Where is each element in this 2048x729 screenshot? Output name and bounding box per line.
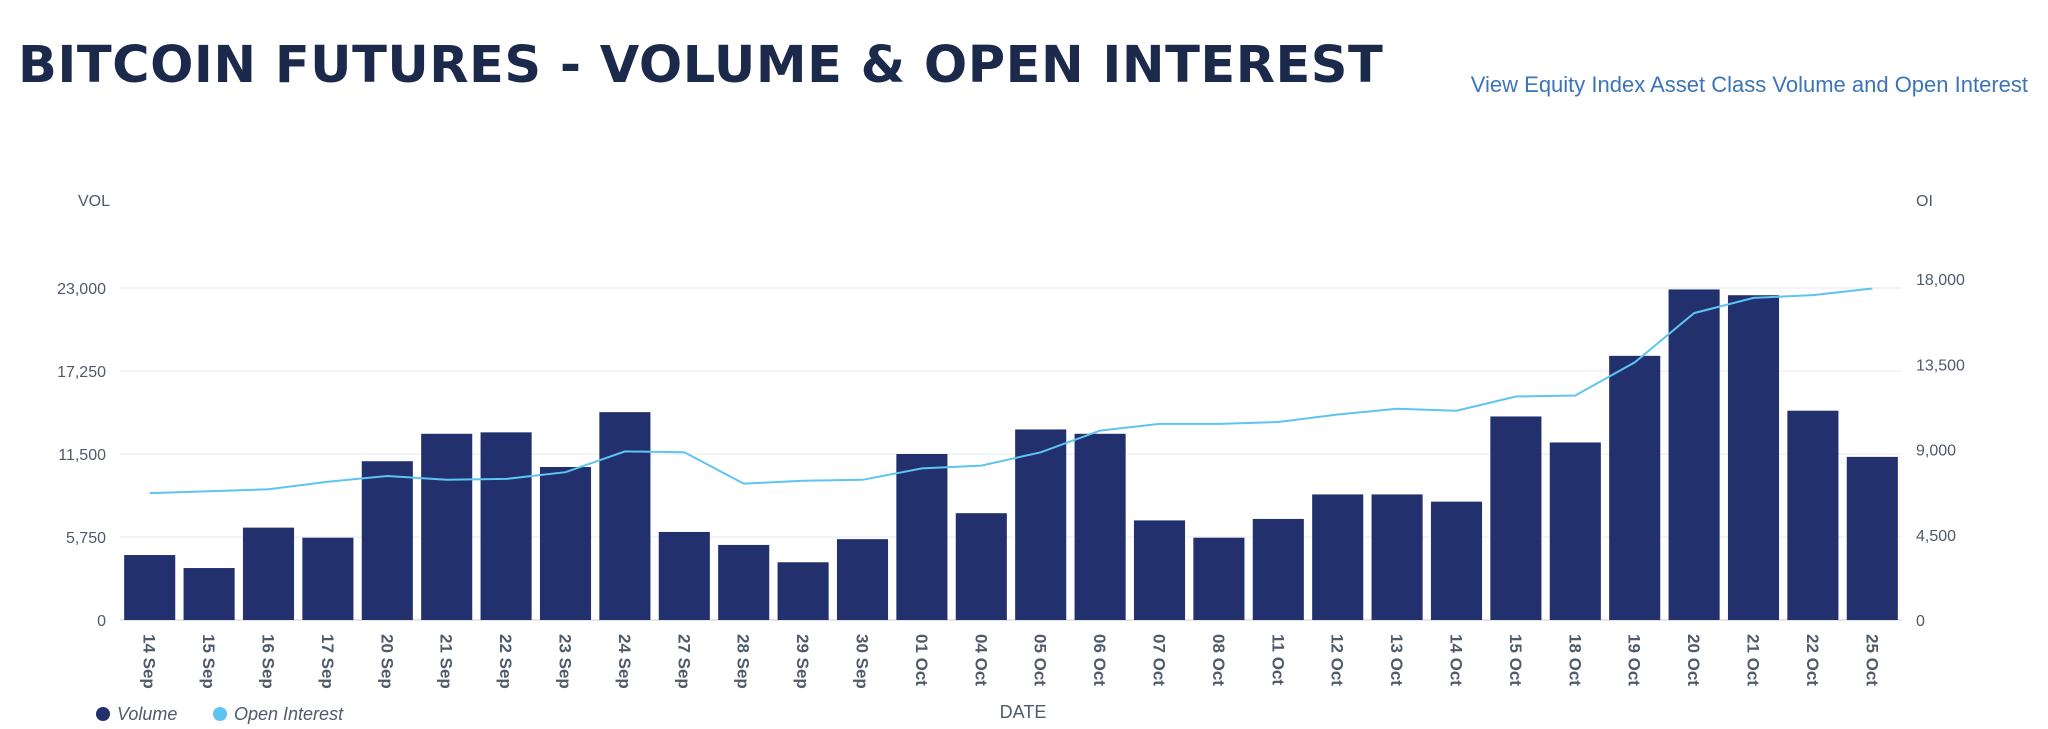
- y-tick-label-left: 0: [97, 613, 106, 630]
- volume-bar: [1846, 456, 1898, 620]
- volume-bar: [1549, 442, 1601, 620]
- x-tick-label: 24 Sep: [615, 634, 634, 689]
- volume-bar: [302, 537, 354, 620]
- volume-bar: [836, 539, 889, 620]
- y-tick-label-right: 9,000: [1916, 443, 1956, 460]
- x-tick-label: 13 Oct: [1387, 634, 1406, 686]
- open-interest-line: [149, 287, 1873, 495]
- x-tick-label: 07 Oct: [1150, 634, 1169, 686]
- volume-bar: [1193, 537, 1245, 620]
- x-tick-label: 15 Oct: [1506, 634, 1525, 686]
- x-tick-label: 14 Sep: [140, 634, 159, 689]
- x-tick-label: 21 Sep: [437, 634, 456, 689]
- volume-bar: [896, 454, 948, 620]
- y-axis-title-left: VOL: [78, 193, 110, 210]
- x-tick-label: 19 Oct: [1625, 634, 1644, 686]
- equity-index-volume-link[interactable]: View Equity Index Asset Class Volume and…: [1470, 72, 2028, 97]
- y-tick-label-right: 0: [1916, 613, 1925, 630]
- x-tick-label: 08 Oct: [1209, 634, 1228, 686]
- volume-bar: [1312, 494, 1364, 620]
- volume-bar: [183, 568, 235, 620]
- legend-open-interest-marker: [213, 707, 227, 721]
- volume-bar: [718, 544, 770, 620]
- y-axis-title-right: OI: [1916, 193, 1933, 210]
- volume-bar: [1727, 295, 1780, 620]
- y-tick-label-left: 5,750: [66, 530, 106, 547]
- volume-bar: [599, 412, 651, 620]
- volume-bar: [1490, 416, 1542, 620]
- x-tick-label: 01 Oct: [912, 634, 931, 686]
- y-tick-label-right: 13,500: [1916, 357, 1965, 374]
- x-tick-label: 25 Oct: [1862, 634, 1881, 686]
- volume-bar: [421, 433, 473, 620]
- legend-volume-label: Volume: [117, 704, 177, 724]
- x-tick-label: 12 Oct: [1328, 634, 1347, 686]
- volume-bar: [1668, 289, 1720, 620]
- x-tick-label: 28 Sep: [734, 634, 753, 689]
- volume-bar: [480, 432, 532, 620]
- x-tick-label: 17 Sep: [318, 634, 337, 689]
- x-axis-title: DATE: [1000, 702, 1047, 722]
- x-tick-label: 22 Oct: [1803, 634, 1822, 686]
- x-tick-label: 14 Oct: [1447, 634, 1466, 686]
- x-tick-label: 30 Sep: [853, 634, 872, 689]
- x-tick-label: 16 Sep: [259, 634, 278, 689]
- volume-bar: [1787, 410, 1839, 620]
- x-tick-label: 22 Sep: [496, 634, 515, 689]
- legend-volume-marker: [96, 707, 110, 721]
- page-title: BITCOIN FUTURES - VOLUME & OPEN INTEREST: [18, 36, 1384, 95]
- x-tick-label: 05 Oct: [1031, 634, 1050, 686]
- x-tick-label: 15 Sep: [199, 634, 218, 689]
- volume-bar: [539, 466, 592, 620]
- volume-bar: [1430, 501, 1483, 620]
- volume-bar: [777, 562, 829, 620]
- x-tick-label: 20 Oct: [1684, 634, 1703, 686]
- volume-bar: [955, 513, 1007, 620]
- x-tick-label: 21 Oct: [1744, 634, 1763, 686]
- volume-bar: [124, 555, 176, 620]
- y-tick-label-left: 11,500: [58, 447, 106, 464]
- x-tick-label: 06 Oct: [1090, 634, 1109, 686]
- y-tick-label-left: 23,000: [57, 281, 106, 298]
- x-tick-label: 04 Oct: [971, 634, 990, 686]
- legend-open-interest-label: Open Interest: [234, 704, 344, 724]
- x-tick-label: 27 Sep: [674, 634, 693, 689]
- x-tick-label: 29 Sep: [793, 634, 812, 689]
- x-tick-label: 18 Oct: [1565, 634, 1584, 686]
- volume-bar: [1015, 429, 1067, 620]
- x-tick-label: 20 Sep: [377, 634, 396, 689]
- volume-bar: [658, 531, 710, 620]
- volume-bar: [361, 461, 413, 620]
- y-tick-label-left: 17,250: [57, 364, 106, 381]
- y-tick-label-right: 18,000: [1916, 272, 1965, 289]
- volume-bar: [242, 527, 295, 620]
- x-tick-label: 11 Oct: [1268, 634, 1287, 685]
- volume-bar: [1252, 518, 1304, 620]
- volume-bar: [1371, 494, 1423, 620]
- volume-bar: [1609, 355, 1661, 620]
- volume-bar: [1133, 520, 1186, 620]
- volume-bar: [1074, 433, 1126, 620]
- x-tick-label: 23 Sep: [556, 634, 575, 689]
- y-tick-label-right: 4,500: [1916, 528, 1956, 545]
